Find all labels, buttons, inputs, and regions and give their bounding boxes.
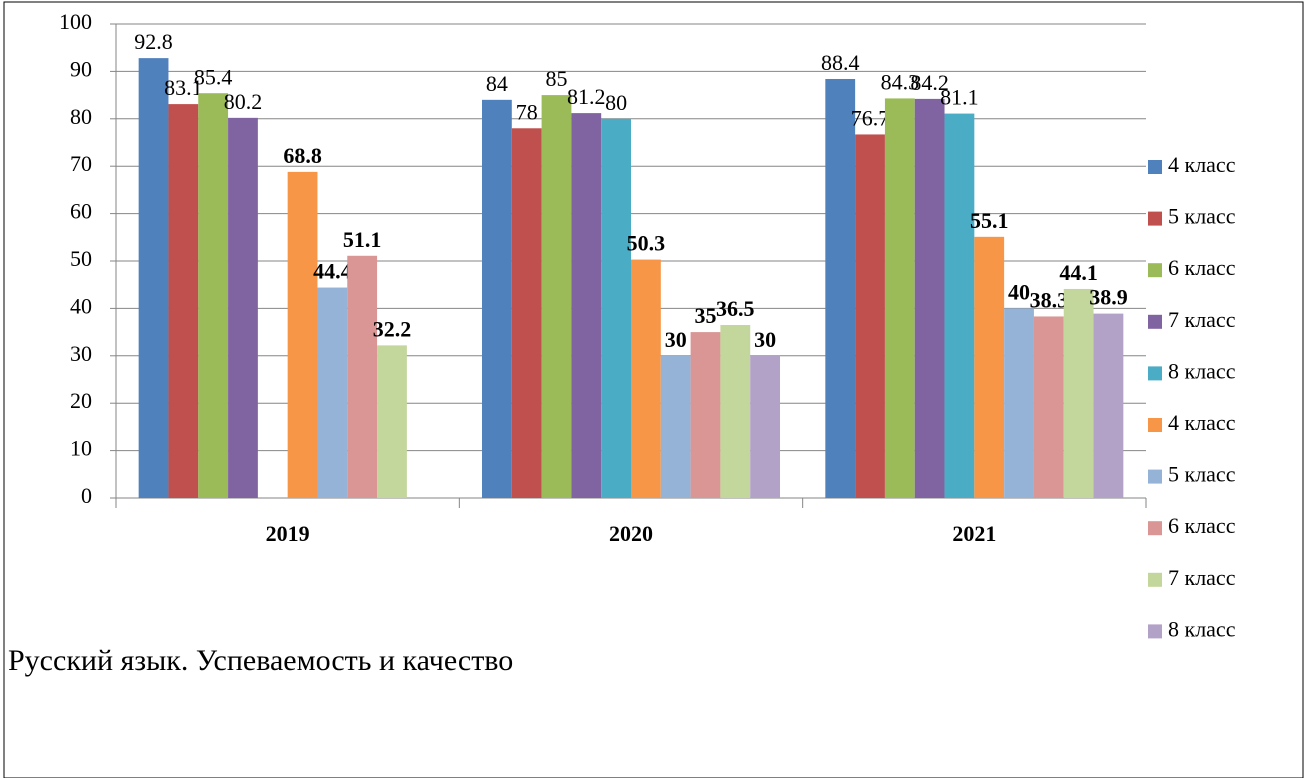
data-label: 85.4 xyxy=(194,64,233,89)
y-tick-label: 0 xyxy=(81,483,92,508)
bar xyxy=(481,99,512,498)
data-label: 80 xyxy=(605,90,627,115)
data-label: 76.7 xyxy=(851,105,890,130)
y-tick-label: 30 xyxy=(70,341,92,366)
data-label: 30 xyxy=(665,327,687,352)
bar xyxy=(825,78,856,498)
data-label: 32.2 xyxy=(373,316,412,341)
bar xyxy=(855,134,885,498)
data-label: 68.8 xyxy=(283,143,322,168)
legend-label: 7 класс xyxy=(1168,565,1236,590)
data-label: 50.3 xyxy=(627,231,666,256)
bar xyxy=(1004,308,1034,498)
legend-swatch xyxy=(1148,366,1162,381)
legend-label: 4 класс xyxy=(1168,152,1236,177)
data-label: 78 xyxy=(516,99,538,124)
y-tick-label: 10 xyxy=(70,436,92,461)
legend-label: 8 класс xyxy=(1168,616,1236,641)
data-label: 81.1 xyxy=(940,85,979,110)
bar xyxy=(631,259,661,498)
frame xyxy=(3,1,1304,778)
y-tick-label: 60 xyxy=(70,199,92,224)
bar xyxy=(511,128,542,498)
bar xyxy=(601,118,631,499)
legend-swatch xyxy=(1148,418,1162,432)
y-tick-label: 70 xyxy=(70,151,92,176)
bar xyxy=(1093,313,1124,498)
bar xyxy=(198,93,229,498)
data-label: 81.2 xyxy=(567,84,606,109)
y-tick-label: 20 xyxy=(70,388,92,413)
data-label: 40 xyxy=(1008,279,1030,304)
x-tick-label: 2019 xyxy=(266,521,310,546)
bar xyxy=(690,332,721,498)
data-label: 85 xyxy=(545,66,567,91)
y-tick-label: 100 xyxy=(59,9,92,34)
legend-label: 6 класс xyxy=(1168,513,1236,538)
data-label: 83.1 xyxy=(164,75,203,100)
legend-swatch xyxy=(1148,572,1162,587)
bar xyxy=(750,355,781,498)
bar xyxy=(974,236,1005,499)
legend-swatch xyxy=(1148,521,1162,536)
data-label: 84.2 xyxy=(910,70,949,95)
bar xyxy=(944,113,975,498)
data-label: 44.4 xyxy=(313,259,352,284)
bar xyxy=(347,255,378,498)
bar xyxy=(914,98,945,498)
legend-swatch xyxy=(1148,314,1162,329)
legend-label: 5 класс xyxy=(1168,204,1236,229)
legend-swatch xyxy=(1148,469,1162,484)
bar xyxy=(884,98,915,498)
bar xyxy=(138,58,169,499)
bar xyxy=(1063,288,1094,498)
data-label: 38.3 xyxy=(1030,288,1069,313)
legend-swatch xyxy=(1148,160,1162,174)
x-tick-label: 2021 xyxy=(952,521,996,546)
data-label: 92.8 xyxy=(134,29,173,54)
bar xyxy=(377,345,407,498)
data-label: 84.3 xyxy=(881,69,920,94)
data-label: 55.1 xyxy=(970,208,1009,233)
bar xyxy=(228,117,258,499)
bar xyxy=(660,355,691,498)
legend-swatch xyxy=(1148,624,1162,639)
legend-swatch xyxy=(1148,211,1162,226)
data-label: 84 xyxy=(486,71,508,96)
data-label: 35 xyxy=(695,303,717,328)
bar xyxy=(720,324,751,498)
legend-label: 8 класс xyxy=(1168,358,1236,383)
data-label: 30 xyxy=(754,327,776,352)
y-tick-label: 50 xyxy=(70,246,92,271)
legend-swatch xyxy=(1148,263,1162,278)
y-tick-label: 40 xyxy=(70,293,92,318)
data-label: 44.1 xyxy=(1059,260,1098,285)
bar xyxy=(1033,316,1064,498)
legend-label: 6 класс xyxy=(1168,255,1236,280)
data-label: 51.1 xyxy=(343,227,382,252)
data-label: 80.2 xyxy=(224,89,263,114)
legend-label: 5 класс xyxy=(1168,462,1236,487)
y-tick-label: 80 xyxy=(70,104,92,129)
bar xyxy=(541,95,572,498)
legend-label: 4 класс xyxy=(1168,410,1236,435)
y-tick-label: 90 xyxy=(70,56,92,81)
bar xyxy=(287,171,318,498)
legend-label: 7 класс xyxy=(1168,307,1236,332)
data-label: 36.5 xyxy=(716,296,755,321)
chart-title: Русский язык. Успеваемость и качество xyxy=(8,644,513,677)
bar xyxy=(317,287,348,498)
data-label: 88.4 xyxy=(821,50,860,75)
data-label: 38.9 xyxy=(1089,285,1128,310)
x-tick-label: 2020 xyxy=(609,521,653,546)
bar xyxy=(168,104,199,498)
bar xyxy=(571,113,602,498)
